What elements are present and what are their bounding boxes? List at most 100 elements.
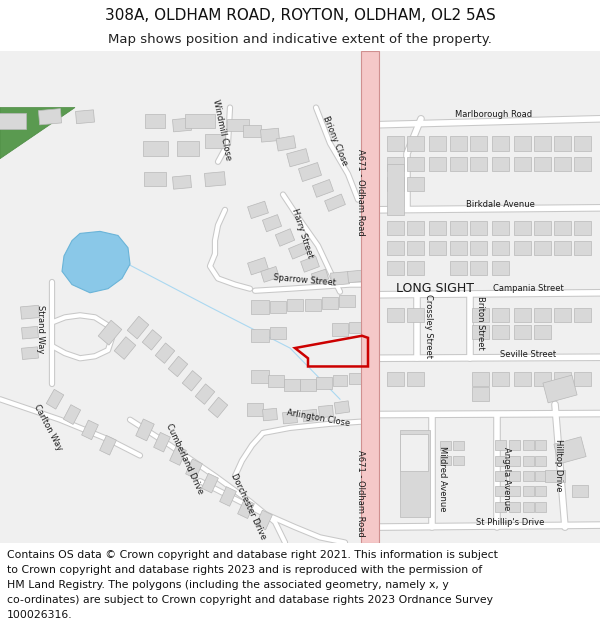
Bar	[143, 141, 167, 156]
Bar	[491, 221, 509, 236]
Bar	[205, 172, 226, 187]
Bar	[227, 119, 249, 131]
Bar	[260, 266, 280, 282]
Bar	[533, 157, 551, 171]
Bar	[545, 470, 565, 482]
Bar	[168, 356, 188, 377]
Bar	[535, 440, 545, 451]
Text: St Phillip's Drive: St Phillip's Drive	[476, 518, 544, 526]
Bar	[301, 256, 319, 272]
Bar	[208, 397, 228, 418]
Text: Strand Way: Strand Way	[35, 306, 44, 354]
Bar	[523, 486, 533, 496]
Bar	[202, 473, 218, 493]
Text: Cumberland Drive: Cumberland Drive	[164, 422, 205, 496]
Text: A671 - Oldham Road: A671 - Oldham Road	[355, 450, 365, 537]
Text: Angela Avenue: Angela Avenue	[502, 448, 511, 511]
Bar	[305, 299, 321, 311]
Bar	[407, 372, 424, 386]
Text: co-ordinates) are subject to Crown copyright and database rights 2023 Ordnance S: co-ordinates) are subject to Crown copyr…	[7, 595, 493, 605]
Bar	[185, 114, 215, 128]
Text: Crossley Street: Crossley Street	[424, 294, 433, 358]
Bar	[182, 371, 202, 391]
Bar	[470, 221, 487, 236]
Bar	[284, 379, 300, 391]
Text: Dorchester Drive: Dorchester Drive	[229, 472, 267, 541]
Bar	[574, 136, 590, 151]
Bar	[428, 136, 445, 151]
Bar	[287, 149, 310, 167]
Bar	[491, 241, 509, 255]
Text: Map shows position and indicative extent of the property.: Map shows position and indicative extent…	[108, 34, 492, 46]
Bar	[554, 221, 571, 236]
Bar	[449, 136, 467, 151]
Text: 308A, OLDHAM ROAD, ROYTON, OLDHAM, OL2 5AS: 308A, OLDHAM ROAD, ROYTON, OLDHAM, OL2 5…	[104, 8, 496, 23]
Bar	[470, 136, 487, 151]
Text: to Crown copyright and database rights 2023 and is reproduced with the permissio: to Crown copyright and database rights 2…	[7, 565, 482, 575]
Polygon shape	[62, 231, 130, 292]
Bar	[136, 419, 154, 441]
Bar	[386, 308, 404, 322]
Bar	[322, 297, 338, 309]
Bar	[535, 501, 545, 512]
Bar	[247, 403, 263, 416]
Bar	[470, 261, 487, 276]
Bar	[452, 456, 464, 465]
Bar	[145, 114, 165, 128]
Bar	[333, 375, 347, 386]
Bar	[46, 389, 64, 409]
Bar	[287, 299, 303, 311]
Polygon shape	[0, 107, 75, 159]
Bar	[22, 347, 38, 359]
Bar	[491, 157, 509, 171]
Bar	[509, 486, 520, 496]
Bar	[195, 384, 215, 404]
Bar	[514, 372, 530, 386]
Bar	[155, 343, 175, 363]
Bar	[256, 510, 272, 530]
Polygon shape	[400, 430, 430, 517]
Bar	[142, 329, 162, 350]
Bar	[407, 177, 424, 191]
Bar	[514, 157, 530, 171]
Bar	[248, 258, 268, 275]
Bar	[325, 194, 346, 211]
Bar	[268, 374, 284, 387]
Bar	[472, 387, 488, 401]
Bar	[407, 136, 424, 151]
Bar	[494, 486, 505, 496]
Bar	[170, 446, 187, 465]
Bar	[554, 372, 571, 386]
Bar	[554, 241, 571, 255]
Bar	[554, 157, 571, 171]
Bar	[386, 164, 404, 215]
Bar	[407, 157, 424, 171]
Bar	[263, 408, 277, 421]
Bar	[554, 136, 571, 151]
Bar	[270, 326, 286, 339]
Bar	[491, 324, 509, 339]
Bar	[270, 301, 286, 313]
Bar	[509, 440, 520, 451]
Text: Carlton Way: Carlton Way	[32, 403, 64, 452]
Bar	[574, 241, 590, 255]
Bar	[514, 221, 530, 236]
Bar	[574, 221, 590, 236]
Bar	[20, 305, 40, 319]
Bar	[334, 401, 350, 414]
Bar	[491, 261, 509, 276]
Text: HM Land Registry. The polygons (including the associated geometry, namely x, y: HM Land Registry. The polygons (includin…	[7, 580, 449, 590]
Text: Campania Street: Campania Street	[493, 284, 563, 293]
Bar	[407, 221, 424, 236]
Bar	[472, 372, 488, 386]
Bar	[154, 432, 170, 452]
Bar	[238, 499, 254, 519]
Bar	[533, 241, 551, 255]
Bar	[514, 308, 530, 322]
Bar	[100, 436, 116, 455]
Bar	[472, 324, 488, 339]
Bar	[509, 456, 520, 466]
Bar	[349, 322, 363, 333]
Bar	[494, 456, 505, 466]
Bar	[248, 201, 268, 219]
